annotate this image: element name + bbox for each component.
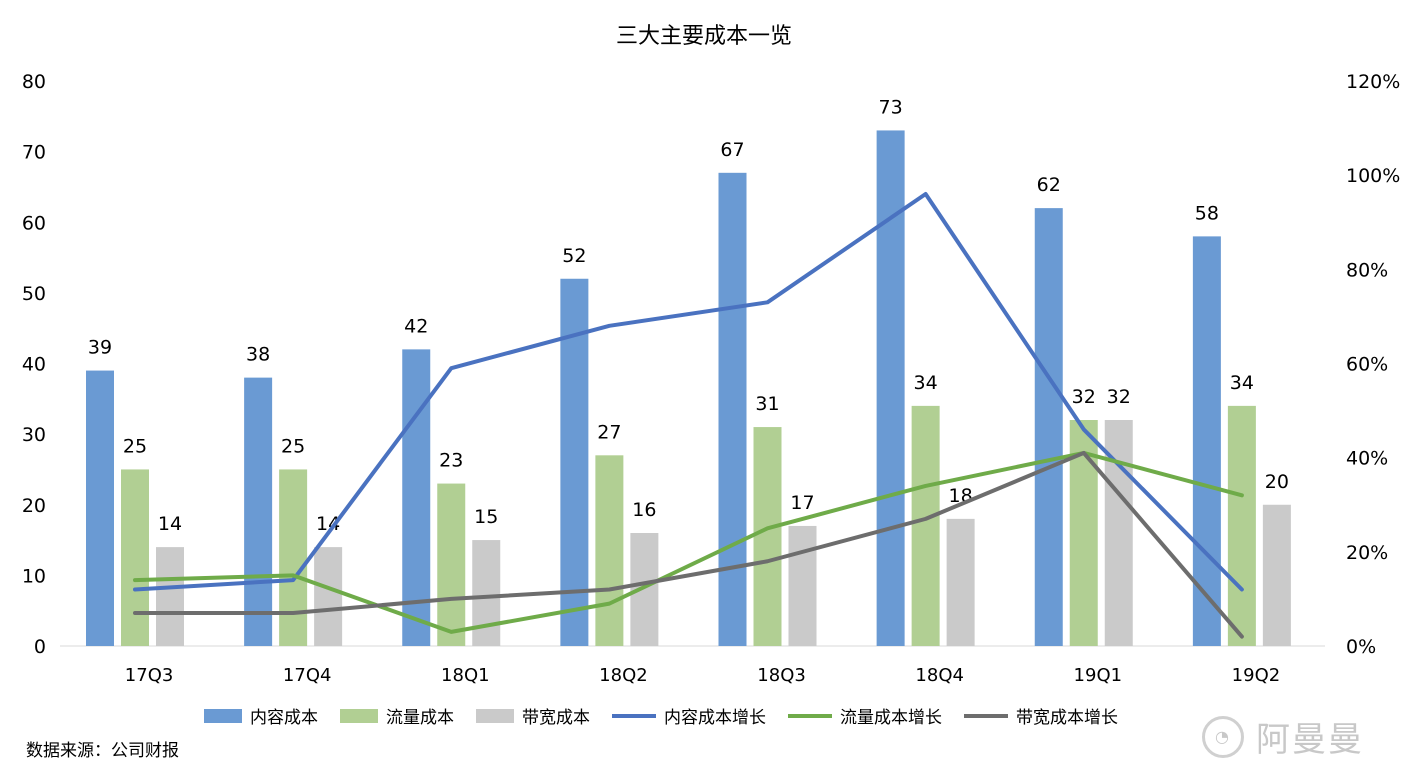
- bar-1: [86, 370, 114, 646]
- bar-3: [788, 525, 817, 646]
- x-tick-label: 19Q1: [1074, 665, 1123, 686]
- x-tick-label: 18Q1: [441, 665, 490, 686]
- bar-2: [437, 483, 466, 646]
- y-right-tick-label: 60%: [1346, 354, 1388, 376]
- legend-item-traffic-growth: 流量成本增长: [788, 703, 942, 728]
- legend-swatch-bandwidth-cost: [476, 708, 514, 723]
- legend-label-content-growth: 内容成本增长: [664, 708, 766, 728]
- y-left-tick-label: 40: [22, 354, 46, 376]
- legend-swatch-content-growth: [612, 713, 656, 718]
- y-left-tick-label: 0: [34, 636, 46, 658]
- chart-title: 三大主要成本一览: [615, 24, 792, 49]
- y-right-tick-label: 20%: [1346, 542, 1388, 564]
- y-left-tick-label: 30: [22, 424, 46, 446]
- legend-swatch-traffic-cost: [340, 708, 378, 723]
- bar-value-label: 73: [879, 96, 903, 118]
- bar-1: [560, 278, 589, 646]
- bar-value-label: 34: [914, 372, 938, 394]
- legend-item-bandwidth-cost: 带宽成本: [476, 703, 590, 728]
- x-tick-label: 18Q3: [757, 665, 806, 686]
- bar-value-label: 42: [404, 315, 428, 337]
- bar-value-label: 32: [1107, 386, 1131, 408]
- y-left-tick-label: 80: [22, 71, 46, 93]
- legend-swatch-content-cost: [204, 708, 242, 723]
- bar-1: [718, 172, 747, 646]
- bar-3: [314, 547, 343, 646]
- data-source-note: 数据来源：公司财报: [26, 741, 179, 761]
- bar-2: [121, 469, 149, 646]
- bar-3: [156, 547, 184, 646]
- bar-value-label: 20: [1265, 471, 1289, 493]
- bar-value-label: 25: [281, 435, 305, 457]
- bar-2: [753, 427, 782, 646]
- bar-value-label: 27: [597, 421, 621, 443]
- bar-value-label: 14: [316, 513, 340, 535]
- bar-value-label: 15: [474, 506, 498, 528]
- y-left-tick-label: 60: [22, 212, 46, 234]
- bar-value-label: 25: [123, 435, 147, 457]
- x-tick-label: 18Q2: [599, 665, 648, 686]
- bar-1: [244, 377, 273, 646]
- y-right-tick-label: 100%: [1346, 165, 1400, 187]
- bar-value-label: 39: [88, 337, 112, 359]
- legend-item-content-growth: 内容成本增长: [612, 703, 766, 728]
- legend-item-content-cost: 内容成本: [204, 703, 318, 728]
- bar-value-label: 16: [632, 499, 656, 521]
- y-right-tick-label: 120%: [1346, 71, 1400, 93]
- bar-value-label: 58: [1195, 202, 1219, 224]
- watermark-text: 阿曼曼: [1256, 720, 1364, 760]
- y-left-tick-label: 20: [22, 495, 46, 517]
- bar-value-label: 17: [790, 492, 814, 514]
- bar-3: [472, 540, 501, 646]
- y-right-tick-label: 40%: [1346, 448, 1388, 470]
- bar-3: [946, 518, 975, 646]
- x-tick-label: 19Q2: [1232, 665, 1281, 686]
- bar-value-label: 67: [720, 139, 744, 161]
- bar-value-label: 14: [158, 513, 182, 535]
- y-left-tick-label: 50: [22, 283, 46, 305]
- bar-value-label: 34: [1230, 372, 1254, 394]
- bar-1: [402, 349, 431, 646]
- bar-value-label: 38: [246, 344, 270, 366]
- bar-2: [595, 455, 624, 646]
- y-left-tick-label: 70: [22, 142, 46, 164]
- bar-2: [911, 405, 940, 646]
- line-series-1: [133, 192, 1244, 592]
- line-series-2: [133, 450, 1244, 634]
- legend: 内容成本 流量成本 带宽成本 内容成本增长 流量成本增长 带宽成本增长: [204, 703, 1140, 728]
- x-tick-label: 17Q3: [125, 665, 174, 686]
- bar-1: [1034, 208, 1063, 646]
- x-tick-label: 17Q4: [283, 665, 332, 686]
- watermark: ◔ 阿曼曼: [1202, 712, 1364, 761]
- legend-label-traffic-growth: 流量成本增长: [840, 708, 942, 728]
- legend-item-bandwidth-growth: 带宽成本增长: [964, 703, 1118, 728]
- watermark-logo-icon: ◔: [1202, 715, 1244, 758]
- bar-3: [1262, 504, 1291, 646]
- bar-value-label: 23: [439, 450, 463, 472]
- bar-value-label: 62: [1037, 174, 1061, 196]
- legend-label-bandwidth-cost: 带宽成本: [522, 708, 590, 728]
- legend-label-content-cost: 内容成本: [250, 708, 318, 728]
- bar-value-label: 52: [562, 245, 586, 267]
- bar-value-label: 32: [1072, 386, 1096, 408]
- bar-1: [1192, 236, 1221, 646]
- bar-1: [876, 130, 905, 646]
- y-right-tick-label: 0%: [1346, 636, 1376, 658]
- bar-2: [1227, 405, 1256, 646]
- legend-swatch-traffic-growth: [788, 713, 832, 718]
- legend-label-bandwidth-growth: 带宽成本增长: [1016, 708, 1118, 728]
- bar-value-label: 31: [755, 393, 779, 415]
- legend-label-traffic-cost: 流量成本: [386, 708, 454, 728]
- legend-swatch-bandwidth-growth: [964, 713, 1008, 718]
- bar-2: [279, 469, 308, 646]
- y-left-tick-label: 10: [22, 565, 46, 587]
- x-tick-label: 18Q4: [915, 665, 964, 686]
- line-series-3: [133, 450, 1244, 639]
- y-right-tick-label: 80%: [1346, 259, 1388, 281]
- legend-item-traffic-cost: 流量成本: [340, 703, 454, 728]
